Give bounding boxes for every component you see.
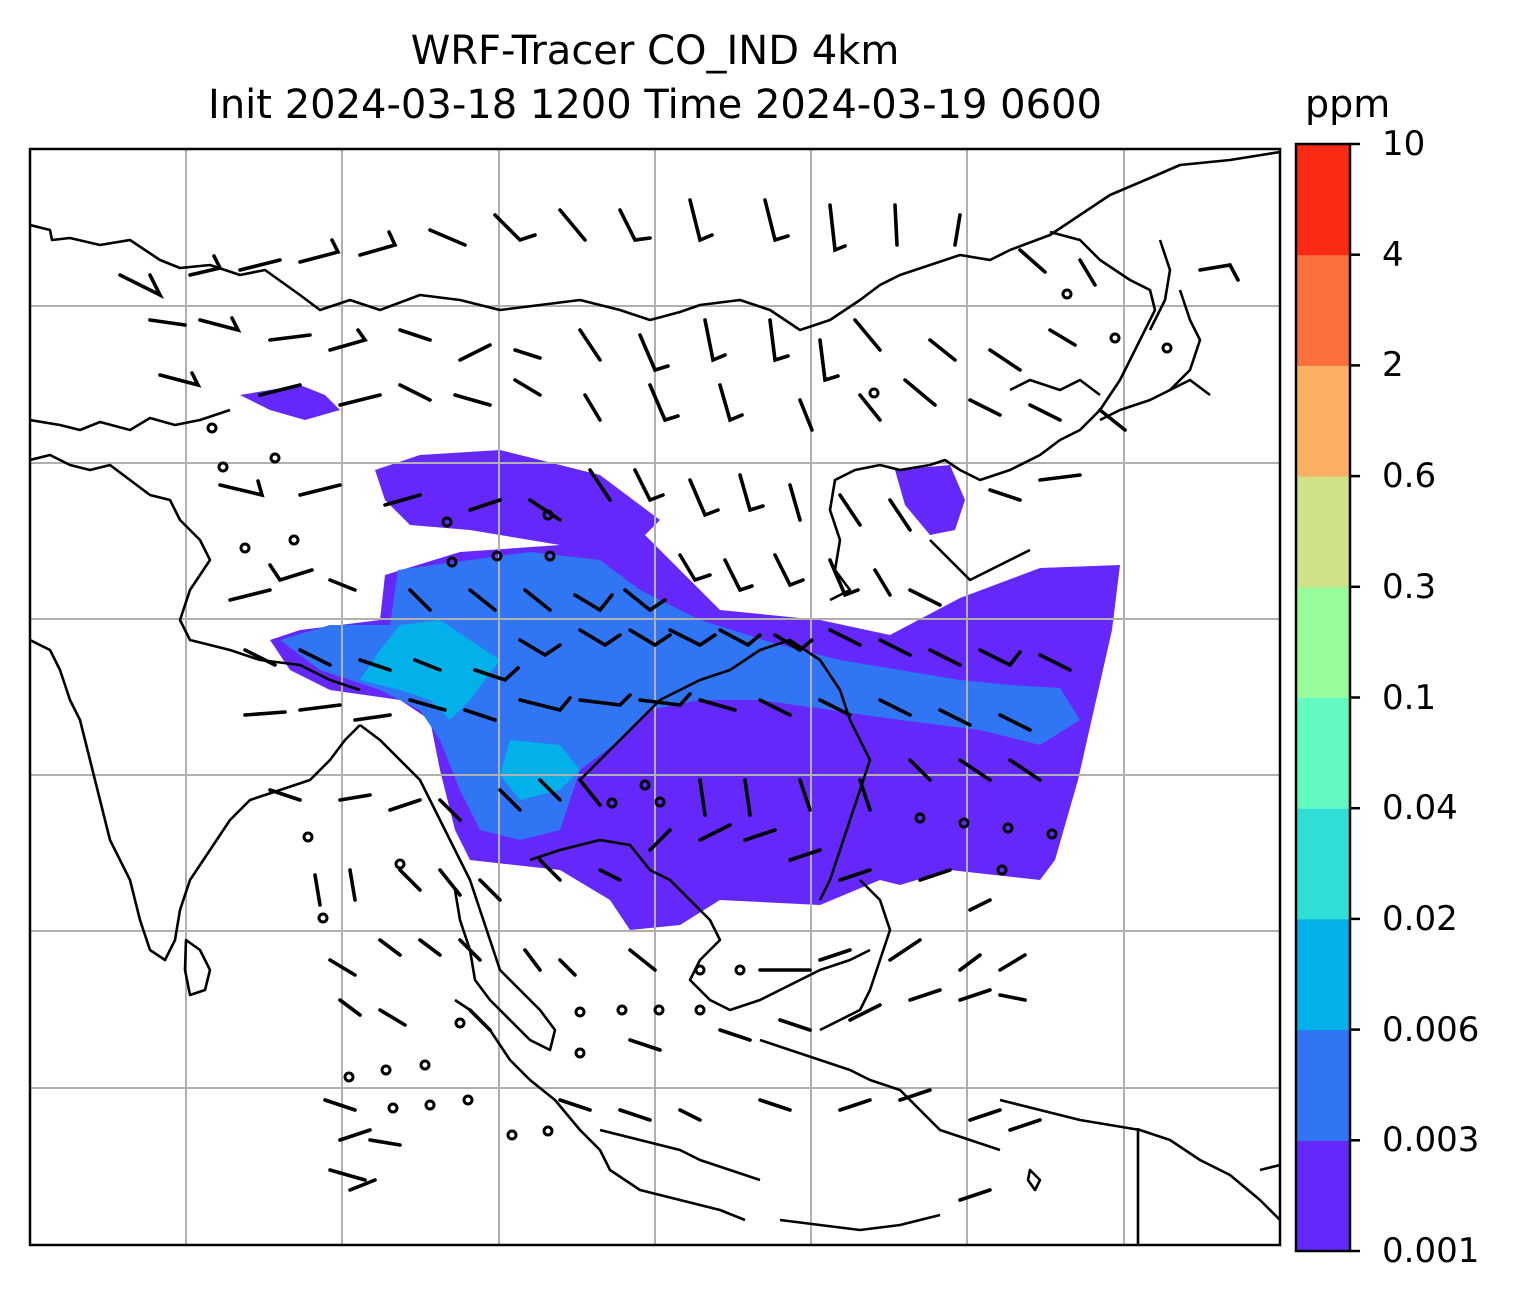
colorbar-segment	[1296, 1140, 1350, 1252]
map-frame	[28, 147, 1282, 1247]
wind-barbs	[118, 198, 1240, 1202]
calm-wind-markers	[206, 288, 1173, 1141]
colorbar-segment	[1296, 1029, 1350, 1141]
colorbar-tick-label: 0.6	[1382, 456, 1437, 497]
colorbar-unit: ppm	[1305, 82, 1391, 126]
map-title-line2: Init 2024-03-18 1200 Time 2024-03-19 060…	[208, 82, 1102, 128]
colorbar-segment	[1296, 918, 1350, 1031]
coastlines	[30, 150, 1280, 1245]
colorbar-tick-label: 0.001	[1382, 1231, 1480, 1271]
plume-level-1-ne	[895, 465, 965, 535]
gridlines	[30, 149, 1280, 1245]
plume-level-3b	[500, 740, 580, 800]
colorbar-tick-label: 0.1	[1382, 677, 1437, 718]
colorbar-tick-label: 10	[1382, 124, 1426, 164]
colorbar-segment	[1296, 476, 1350, 588]
colorbar-segment	[1296, 144, 1350, 256]
plume-level-3	[360, 620, 500, 720]
tracer-plume	[240, 385, 1120, 930]
plume-level-1-north	[375, 450, 660, 545]
colorbar-tick-label: 0.003	[1382, 1120, 1480, 1161]
colorbar-segment	[1296, 254, 1350, 366]
colorbar-tick-label: 0.3	[1382, 566, 1437, 607]
plume-level-2	[280, 552, 1080, 840]
map-title-line1: WRF-Tracer CO_IND 4km	[410, 28, 900, 74]
colorbar-segment	[1296, 586, 1350, 698]
colorbar-segment	[1296, 697, 1350, 809]
colorbar-tick-label: 4	[1382, 234, 1404, 275]
colorbar	[1294, 142, 1360, 1253]
colorbar-tick-label: 0.02	[1382, 898, 1458, 939]
plume-level-1-nw	[240, 385, 340, 420]
colorbar-segment	[1296, 808, 1350, 920]
colorbar-segment	[1296, 365, 1350, 477]
colorbar-tick-label: 2	[1382, 345, 1404, 386]
colorbar-tick-label: 0.006	[1382, 1009, 1480, 1050]
colorbar-tick-label: 0.04	[1382, 788, 1458, 829]
